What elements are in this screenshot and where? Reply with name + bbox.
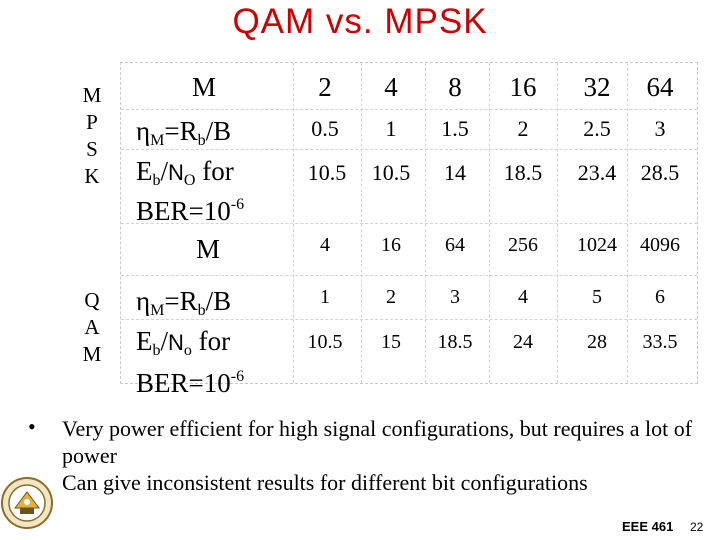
mpsk-eta-value: 1.5 [441, 116, 469, 141]
qam-m-value: 64 [445, 234, 465, 256]
bullet-list: • Very power efficient for high signal c… [28, 414, 708, 496]
qam-side-letter: A [84, 315, 100, 339]
qam-label-m: M [196, 234, 221, 264]
slide-number: 22 [690, 520, 704, 534]
university-seal-icon [1, 477, 53, 529]
mpsk-m-value: 64 [646, 72, 674, 102]
footer-course-code: EEE 461 [622, 519, 674, 534]
mpsk-side-letter: K [84, 164, 100, 188]
mpsk-ebno-value: 23.4 [577, 160, 617, 185]
qam-m-value: 256 [508, 234, 538, 256]
mpsk-eta-value: 2.5 [583, 116, 611, 141]
mpsk-m-value: 32 [583, 72, 611, 102]
mpsk-eta-value: 0.5 [311, 116, 339, 141]
mpsk-side-letter: P [86, 110, 98, 134]
qam-label-ebno: Eb/No for [136, 326, 231, 359]
qam-ebno-value: 15 [381, 331, 401, 353]
qam-ebno-value: 10.5 [307, 331, 343, 353]
qam-label-efficiency: ηM=Rb/B [136, 286, 232, 319]
mpsk-eta-value: 3 [654, 116, 666, 141]
qam-ebno-value: 28 [587, 331, 607, 353]
mpsk-side-label: M P S K [80, 82, 104, 190]
mpsk-m-value: 2 [318, 72, 332, 102]
bullet-text: Very power efficient for high signal con… [62, 416, 693, 468]
qam-eta-value: 1 [320, 286, 330, 308]
qam-label-ber: BER=10-6 [136, 368, 245, 398]
qam-m-value: 16 [381, 234, 401, 256]
qam-ebno-value: 24 [513, 331, 533, 353]
qam-eta-value: 2 [386, 286, 396, 308]
comparison-table-grid [120, 62, 698, 384]
mpsk-ebno-value: 18.5 [503, 160, 543, 185]
mpsk-label-m: M [192, 72, 217, 102]
list-item: • Can give inconsistent results for diff… [28, 468, 708, 496]
qam-side-letter: Q [84, 288, 100, 312]
mpsk-eta-value: 1 [385, 116, 397, 141]
mpsk-m-value: 4 [384, 72, 398, 102]
mpsk-eta-value: 2 [517, 116, 529, 141]
mpsk-ebno-value: 10.5 [371, 160, 411, 185]
mpsk-label-ber: BER=10-6 [136, 196, 245, 226]
mpsk-ebno-value: 10.5 [307, 160, 347, 185]
mpsk-label-ebno: Eb/NO for [136, 156, 234, 189]
qam-ebno-value: 33.5 [642, 331, 678, 353]
mpsk-label-efficiency: ηM=Rb/B [136, 116, 232, 149]
mpsk-side-letter: S [86, 137, 98, 161]
mpsk-ebno-value: 28.5 [640, 160, 680, 185]
qam-eta-value: 5 [592, 286, 602, 308]
mpsk-side-letter: M [82, 83, 102, 107]
list-item: • Very power efficient for high signal c… [28, 414, 708, 469]
mpsk-ebno-value: 14 [444, 160, 466, 185]
qam-m-value: 4 [320, 234, 330, 256]
qam-m-value: 4096 [640, 234, 680, 256]
slide-title: QAM vs. MPSK [232, 2, 488, 41]
qam-eta-value: 4 [518, 286, 528, 308]
bullet-text: Can give inconsistent results for differ… [62, 470, 588, 495]
qam-side-letter: M [82, 342, 102, 366]
qam-eta-value: 6 [655, 286, 665, 308]
mpsk-m-value: 8 [448, 72, 462, 102]
mpsk-m-value: 16 [509, 72, 537, 102]
qam-side-label: Q A M [80, 287, 104, 368]
qam-eta-value: 3 [450, 286, 460, 308]
qam-m-value: 1024 [577, 234, 617, 256]
bullet-icon: • [28, 414, 36, 439]
qam-ebno-value: 18.5 [437, 331, 473, 353]
